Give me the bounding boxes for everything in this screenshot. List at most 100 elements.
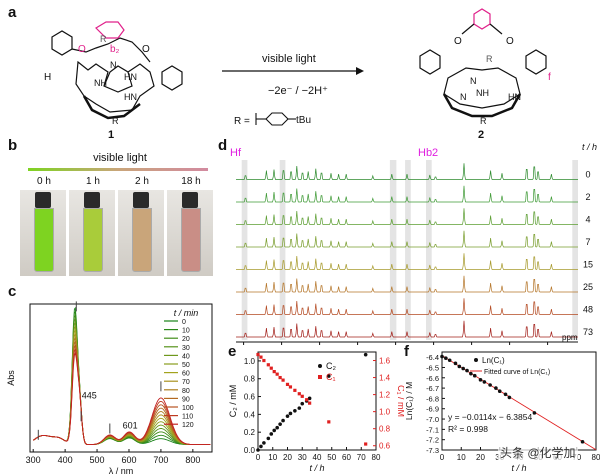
ln-point: [580, 439, 585, 444]
compound-1-number: 1: [108, 129, 114, 140]
legend-entry: 10: [182, 328, 190, 335]
y-tick-label-left: 0.4: [244, 410, 256, 419]
c1-point: [266, 363, 270, 367]
nmr-time-label: 0: [585, 170, 590, 180]
y-axis-label-right: C₁ / mM: [396, 385, 404, 417]
c1-point: [308, 401, 312, 405]
legend-entry: 30: [182, 345, 190, 352]
vial-time-label: 0 h: [37, 176, 51, 187]
c2-point: [272, 428, 277, 433]
compound-1-hb-label: b₂: [110, 44, 120, 55]
y-axis-label: Ln(C₁) / M: [404, 382, 414, 420]
nmr-spectrum: [236, 298, 578, 315]
ln-point: [461, 366, 465, 371]
ln-point: [488, 383, 492, 387]
compound-1-r-bottom: R: [112, 116, 119, 126]
x-tick-label: 500: [90, 455, 105, 465]
nmr-time-label: 7: [585, 237, 590, 247]
ln-point: [497, 389, 502, 393]
x-axis-label: t / h: [511, 463, 526, 473]
compound-2-number: 2: [478, 129, 484, 140]
annotation-445: 445: [82, 391, 97, 401]
x-axis-label: λ / nm: [109, 466, 134, 476]
nmr-time-label: 2: [585, 192, 590, 202]
ln-point: [532, 411, 537, 415]
uv-vis-axes-frame: [29, 303, 213, 453]
compound-2-o-left: O: [454, 36, 462, 47]
compound-1-h: H: [44, 72, 51, 83]
legend-title: t / min: [174, 308, 199, 318]
legend-entry: 20: [182, 336, 190, 343]
y-tick-label: -6.7: [426, 384, 439, 393]
compound-2-o-right: O: [506, 36, 514, 47]
panel-label-b: b: [8, 137, 18, 154]
y-tick-label-right: 0.8: [379, 425, 391, 434]
ln-point: [453, 361, 458, 366]
nmr-time-label: 48: [583, 305, 593, 315]
y-tick-label-right: 1.2: [379, 391, 391, 400]
nmr-spectrum: [236, 253, 578, 270]
x-tick-label: 400: [58, 455, 73, 465]
legend-label-ln: Ln(C₁): [482, 356, 505, 365]
arrow-top-label: visible light: [262, 53, 316, 65]
compound-1-hn-right: HN: [124, 72, 137, 82]
nmr-spectrum: [236, 163, 578, 180]
legend-label-c1: C₁: [326, 372, 336, 382]
y-axis-label: Abs: [6, 370, 16, 386]
c1-point: [269, 366, 273, 370]
c1-point: [288, 385, 293, 389]
x-tick-label: 80: [592, 453, 600, 462]
ln-point: [444, 356, 448, 360]
x-tick-label: 50: [327, 453, 336, 462]
vial-solution: [34, 208, 54, 272]
compound-2-structure: [419, 8, 547, 118]
c1-point: [275, 372, 279, 376]
ln-point: [503, 392, 508, 397]
legend-marker-c1: [318, 375, 322, 379]
panel-label-c: c: [8, 283, 17, 300]
y-axis-label-left: C₂ / mM: [228, 385, 238, 418]
ln-point: [507, 395, 512, 400]
panel-label-e: e: [228, 343, 237, 360]
panel-label-f: f: [404, 343, 409, 360]
vial-cap: [35, 192, 51, 208]
legend-entry: 110: [182, 414, 193, 421]
vial-solution: [181, 208, 201, 272]
y-tick-label: -7.2: [426, 436, 439, 445]
ln-point: [465, 368, 469, 373]
nmr-spectrum: [236, 320, 578, 338]
highlight-band: [572, 160, 578, 340]
x-tick-label: 20: [476, 453, 485, 462]
ln-point: [469, 371, 473, 376]
x-tick-label: 600: [121, 455, 136, 465]
y-tick-label-left: 1.0: [244, 357, 256, 366]
c2-point: [278, 422, 282, 426]
legend-entry: 100: [182, 405, 194, 412]
c1-point: [327, 420, 331, 424]
vial-photo-bg: [167, 190, 213, 276]
nmr-time-label: 15: [583, 260, 593, 270]
c1-point: [259, 355, 263, 359]
c1-point: [281, 378, 285, 382]
ln-point: [457, 364, 462, 369]
highlight-band: [389, 160, 397, 340]
annotation-601: 601: [123, 420, 138, 430]
y-tick-label: -6.6: [426, 374, 439, 383]
x-tick-label: 70: [357, 453, 366, 462]
vial-photo-bg: [20, 190, 66, 276]
x-tick-label: 300: [26, 455, 41, 465]
x-tick-label: 10: [457, 453, 466, 462]
vial-cap: [84, 192, 100, 208]
vial-photo-bg: [69, 190, 115, 276]
legend-entry: 70: [182, 379, 190, 386]
compound-2-r-bottom: R: [480, 116, 487, 126]
legend-entry: 40: [182, 353, 190, 360]
hb2-label: Hb2: [418, 147, 438, 159]
c2-point: [285, 414, 290, 418]
y-tick-label-left: 0.6: [244, 393, 256, 402]
legend-entry: 0: [182, 319, 186, 326]
r-definition-label: R =: [234, 116, 250, 127]
c1-point: [364, 442, 368, 446]
c2-point: [269, 432, 274, 436]
y-tick-label: -6.8: [426, 394, 439, 403]
